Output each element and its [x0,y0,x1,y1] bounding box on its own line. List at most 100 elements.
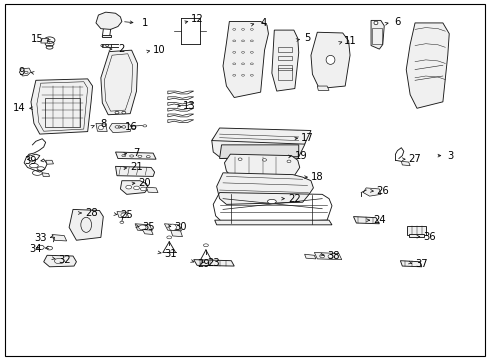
Polygon shape [46,160,53,164]
Text: 16: 16 [125,122,138,132]
Ellipse shape [328,255,333,258]
Bar [45,98,80,127]
Text: 20: 20 [139,178,151,188]
Polygon shape [371,21,384,49]
Bar [409,234,424,237]
Polygon shape [147,187,158,193]
Text: 39: 39 [24,156,37,166]
Polygon shape [96,12,122,30]
Text: 34: 34 [29,244,42,254]
Polygon shape [223,22,269,98]
Polygon shape [272,30,299,91]
Bar [278,55,292,60]
Polygon shape [224,154,300,178]
Polygon shape [363,188,381,196]
Text: 30: 30 [174,222,187,232]
Ellipse shape [131,125,136,129]
Polygon shape [44,255,76,267]
Text: 8: 8 [100,120,106,129]
Ellipse shape [326,55,335,64]
Text: 2: 2 [119,44,125,54]
Ellipse shape [167,236,172,239]
Ellipse shape [203,244,208,247]
Polygon shape [215,220,332,225]
Ellipse shape [268,199,276,204]
Text: 22: 22 [289,194,301,204]
Ellipse shape [287,160,291,163]
Polygon shape [101,50,138,115]
Ellipse shape [121,213,127,217]
Text: 27: 27 [409,154,421,164]
Polygon shape [212,128,311,144]
Ellipse shape [120,221,124,224]
Polygon shape [305,254,316,259]
Text: 33: 33 [34,233,47,243]
Polygon shape [96,123,107,132]
Text: 7: 7 [133,148,140,158]
Text: 29: 29 [197,259,210,269]
Ellipse shape [130,155,134,157]
Polygon shape [69,210,103,240]
Polygon shape [31,79,93,134]
Polygon shape [121,181,148,194]
Ellipse shape [374,21,378,25]
Polygon shape [318,86,329,90]
Text: 5: 5 [304,33,311,43]
Polygon shape [52,234,67,241]
Text: 38: 38 [328,251,340,261]
Text: 11: 11 [344,36,357,46]
Ellipse shape [138,155,142,157]
Polygon shape [135,224,152,231]
Polygon shape [117,212,129,218]
Text: 6: 6 [394,17,401,27]
Text: 15: 15 [31,35,44,44]
Polygon shape [171,230,182,237]
Ellipse shape [98,126,103,130]
Polygon shape [220,145,299,158]
Polygon shape [217,173,314,204]
Polygon shape [19,68,31,76]
Polygon shape [116,152,156,159]
Polygon shape [401,161,410,166]
Polygon shape [212,131,306,158]
Bar [372,28,382,44]
Text: 9: 9 [18,67,24,77]
Polygon shape [143,229,153,234]
Text: 23: 23 [207,258,220,268]
Polygon shape [311,32,350,89]
Text: 19: 19 [295,150,308,161]
Polygon shape [116,166,155,176]
Text: 32: 32 [58,255,71,265]
Ellipse shape [47,246,52,250]
Text: 31: 31 [165,248,177,258]
Text: 1: 1 [142,18,148,28]
Text: 10: 10 [153,45,166,55]
Ellipse shape [147,156,150,158]
Polygon shape [353,217,379,224]
Ellipse shape [238,158,242,161]
Text: 36: 36 [423,232,436,242]
Ellipse shape [139,225,146,230]
Ellipse shape [37,245,44,249]
Ellipse shape [134,186,140,190]
Bar [407,226,426,234]
Text: 14: 14 [13,103,25,113]
Ellipse shape [320,254,325,258]
Polygon shape [315,252,342,260]
Text: 3: 3 [447,150,453,161]
Polygon shape [109,123,132,133]
Bar [278,47,292,51]
Bar [102,35,111,37]
Polygon shape [42,173,49,176]
Polygon shape [194,260,234,266]
Polygon shape [164,224,181,231]
Text: 18: 18 [311,172,323,182]
Polygon shape [406,23,449,108]
Text: 21: 21 [130,162,143,172]
Ellipse shape [169,224,176,230]
Bar [278,68,292,80]
Text: 24: 24 [373,215,386,225]
Text: 35: 35 [142,222,154,232]
Text: 25: 25 [121,210,133,220]
Ellipse shape [115,111,119,114]
